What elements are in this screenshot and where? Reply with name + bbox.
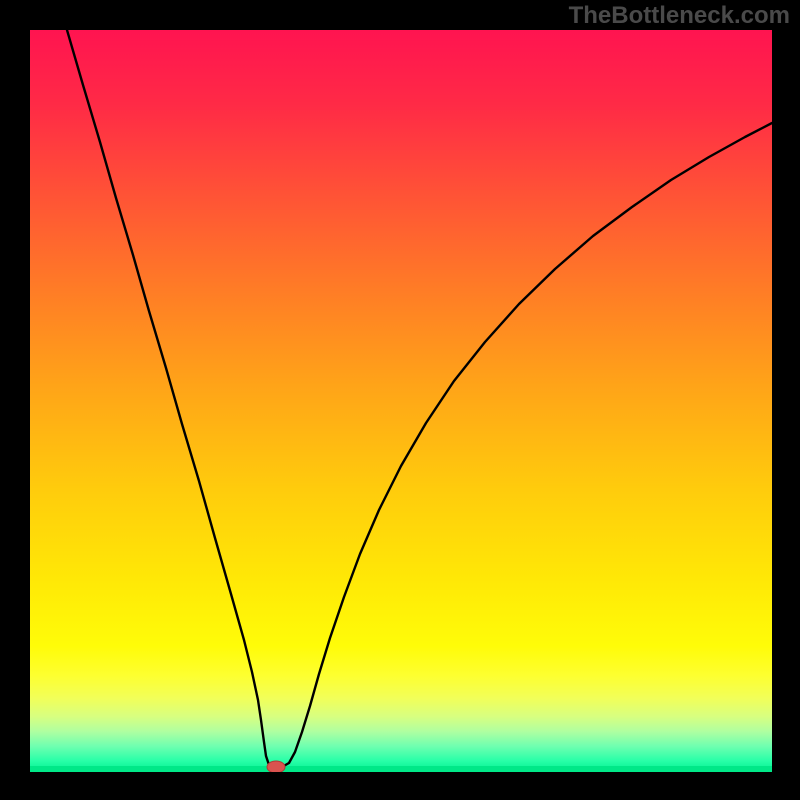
chart-frame: TheBottleneck.com [0, 0, 800, 800]
watermark-text: TheBottleneck.com [569, 2, 790, 30]
gradient-background [30, 30, 772, 772]
plot-area [30, 30, 772, 772]
bottom-green-strip [30, 766, 772, 772]
chart-svg [30, 30, 772, 772]
optimum-marker [267, 761, 285, 772]
